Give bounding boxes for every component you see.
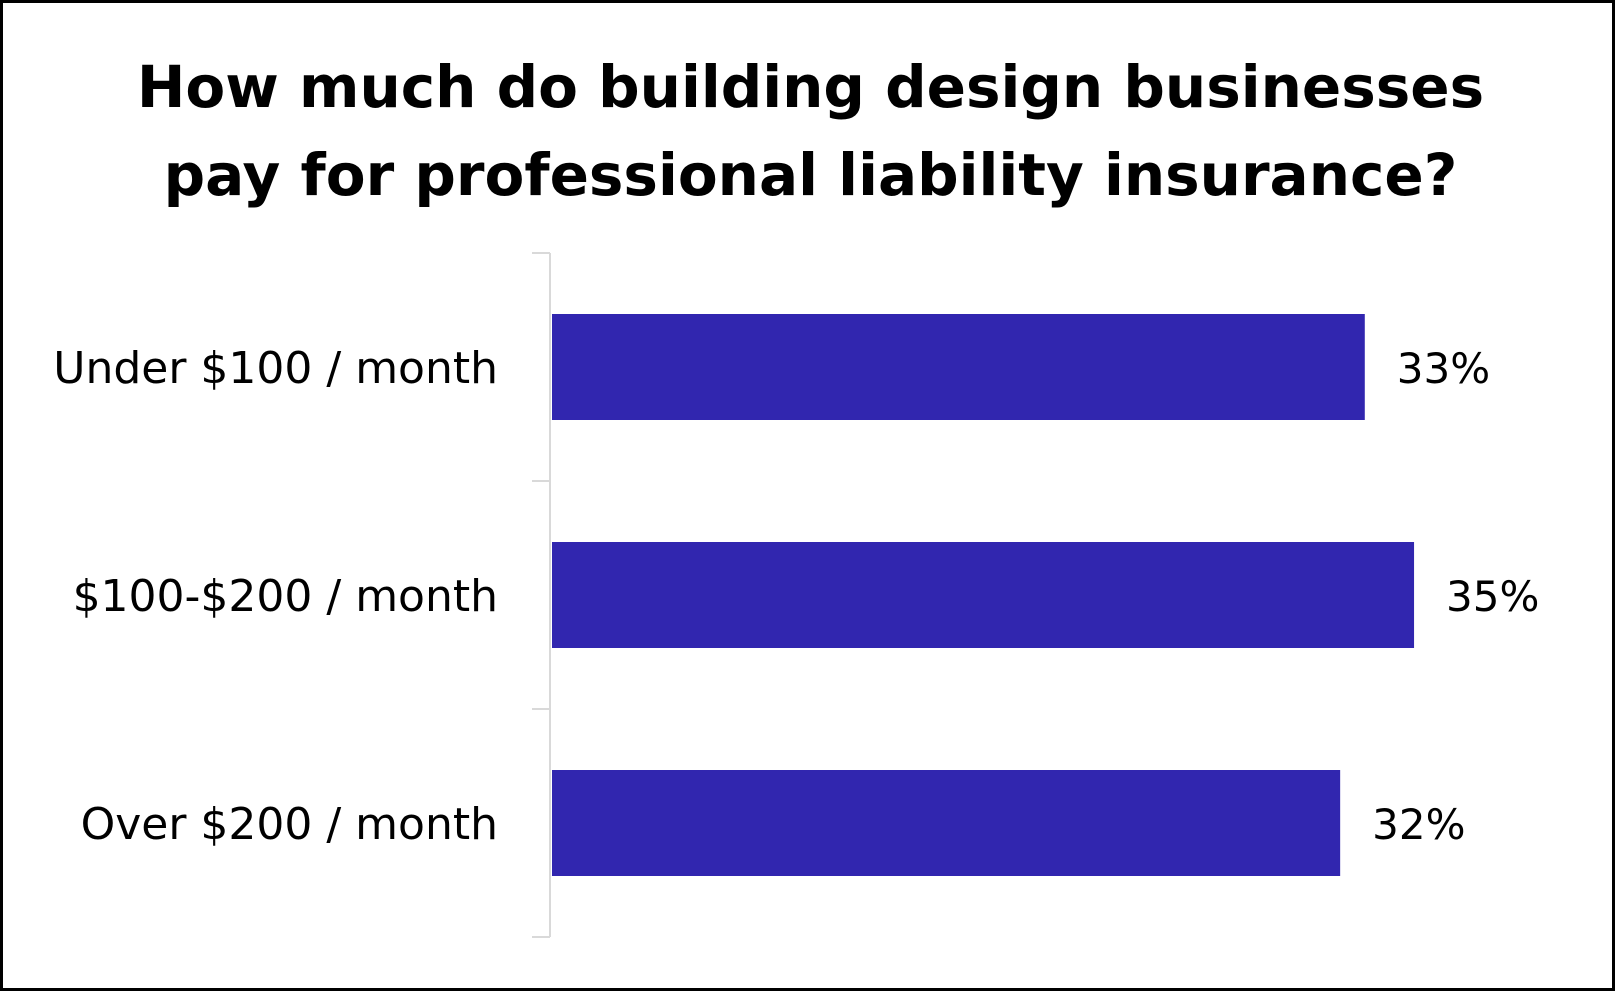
chart-title-line-1: How much do building design businesses	[136, 53, 1485, 121]
category-label: Under $100 / month	[53, 343, 498, 394]
bar	[552, 542, 1415, 648]
bar	[552, 770, 1341, 876]
value-label: 32%	[1372, 800, 1465, 849]
category-label: $100-$200 / month	[73, 571, 498, 622]
category-label: Over $200 / month	[81, 799, 498, 850]
bar	[552, 314, 1365, 420]
chart-title: How much do building design businesses p…	[3, 43, 1615, 219]
value-label: 35%	[1446, 572, 1539, 621]
value-label: 33%	[1397, 344, 1490, 393]
chart-title-line-2: pay for professional liability insurance…	[163, 141, 1458, 209]
